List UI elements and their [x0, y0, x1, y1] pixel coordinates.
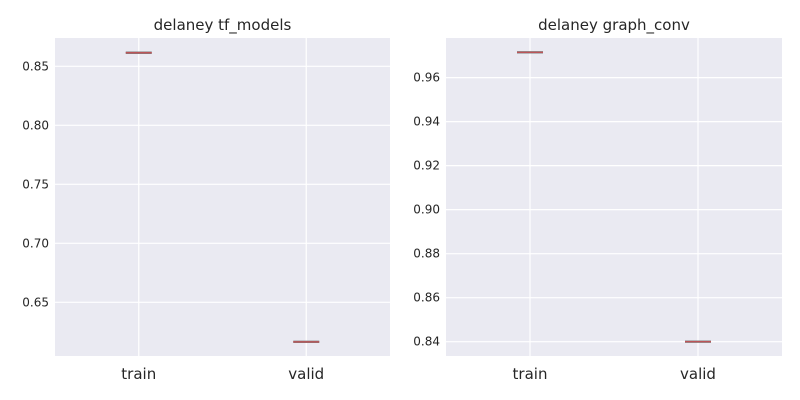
chart-title: delaney tf_models	[154, 16, 292, 35]
y-tick-label: 0.94	[413, 115, 440, 129]
x-tick-label: valid	[288, 365, 324, 383]
y-tick-label: 0.88	[413, 247, 440, 261]
y-tick-label: 0.96	[413, 71, 440, 85]
y-tick-label: 0.92	[413, 159, 440, 173]
y-tick-label: 0.80	[22, 118, 49, 132]
x-tick-label: valid	[680, 365, 716, 383]
y-tick-label: 0.84	[413, 335, 440, 349]
x-tick-labels: train valid	[513, 365, 716, 383]
chart-title: delaney graph_conv	[538, 16, 690, 35]
plot-area	[55, 38, 390, 356]
y-tick-label: 0.70	[22, 236, 49, 250]
y-tick-label: 0.75	[22, 177, 49, 191]
y-tick-label: 0.86	[413, 291, 440, 305]
x-tick-label: train	[513, 365, 548, 383]
y-tick-labels: 0.65 0.70 0.75 0.80 0.85	[22, 59, 49, 309]
x-tick-labels: train valid	[121, 365, 324, 383]
plot-area	[446, 38, 782, 356]
box-marks	[125, 51, 320, 344]
box-marks	[517, 51, 711, 343]
y-tick-label: 0.85	[22, 59, 49, 73]
x-tick-label: train	[121, 365, 156, 383]
chart-right: 0.840.860.880.900.920.940.96 train valid …	[413, 16, 782, 383]
y-tick-labels: 0.84 0.86 0.88 0.90 0.92 0.94 0.96	[413, 71, 440, 349]
grid-lines	[55, 38, 390, 356]
y-tick-label: 0.90	[413, 203, 440, 217]
chart-left: 0.65 0.70 0.75 0.80 0.85 train valid delaney …	[22, 16, 390, 383]
y-tick-label: 0.65	[22, 295, 49, 309]
grid-lines	[446, 38, 782, 356]
